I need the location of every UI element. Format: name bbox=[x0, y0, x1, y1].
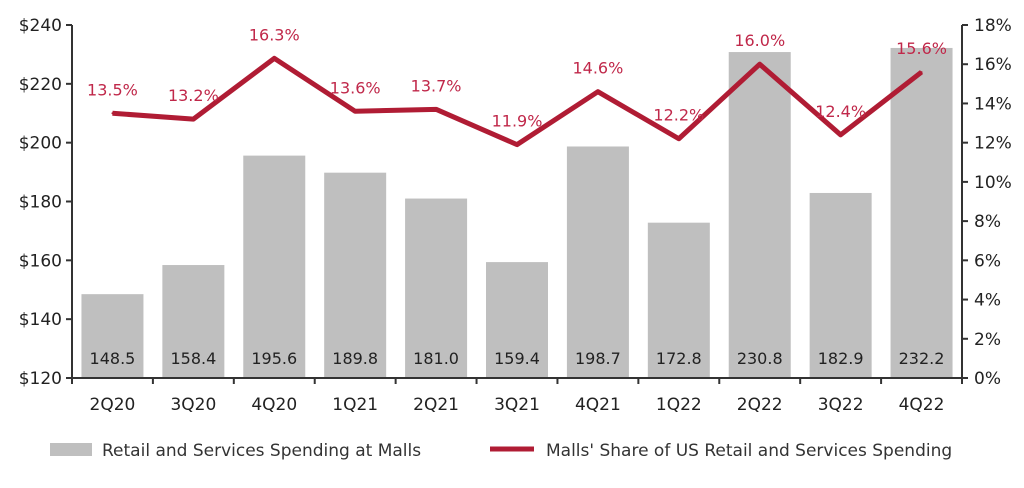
right-tick-label: 6% bbox=[974, 251, 1001, 271]
right-tick-label: 4% bbox=[974, 291, 1001, 311]
share-value-label: 16.3% bbox=[249, 25, 300, 44]
bar bbox=[890, 47, 953, 378]
x-tick-label: 2Q21 bbox=[413, 395, 459, 415]
right-tick-label: 0% bbox=[974, 369, 1001, 389]
x-tick-label: 2Q20 bbox=[90, 395, 136, 415]
bar-value-label: 230.8 bbox=[737, 349, 783, 368]
left-tick-label: $180 bbox=[19, 193, 62, 213]
bar bbox=[81, 294, 144, 378]
share-value-label: 11.9% bbox=[492, 112, 543, 131]
share-point bbox=[192, 118, 195, 121]
bar-value-label: 195.6 bbox=[251, 349, 297, 368]
bar-value-label: 172.8 bbox=[656, 349, 702, 368]
right-tick-label: 10% bbox=[974, 173, 1012, 193]
right-tick-label: 8% bbox=[974, 212, 1001, 232]
right-tick-label: 12% bbox=[974, 134, 1012, 154]
share-value-label: 15.6% bbox=[896, 39, 947, 58]
share-value-label: 16.0% bbox=[734, 31, 785, 50]
share-value-label: 12.4% bbox=[815, 102, 866, 121]
share-value-label: 13.7% bbox=[411, 76, 462, 95]
bar-value-label: 198.7 bbox=[575, 349, 621, 368]
legend-swatch-bars bbox=[50, 443, 92, 456]
bar bbox=[324, 172, 387, 378]
bar bbox=[728, 52, 791, 379]
bar bbox=[809, 192, 872, 378]
x-tick-label: 1Q22 bbox=[656, 395, 702, 415]
bar bbox=[162, 265, 225, 378]
bar bbox=[243, 155, 306, 378]
share-point bbox=[596, 90, 599, 93]
share-value-label: 13.2% bbox=[168, 86, 219, 105]
share-value-label: 14.6% bbox=[572, 59, 623, 78]
share-point bbox=[273, 57, 276, 60]
x-tick-label: 3Q20 bbox=[170, 395, 216, 415]
legend-label-line: Malls' Share of US Retail and Services S… bbox=[546, 441, 952, 461]
x-tick-label: 4Q21 bbox=[575, 395, 621, 415]
share-point bbox=[920, 71, 923, 74]
share-value-label: 13.5% bbox=[87, 80, 138, 99]
share-value-label: 12.2% bbox=[653, 106, 704, 125]
share-point bbox=[111, 112, 114, 115]
x-tick-label: 3Q22 bbox=[818, 395, 864, 415]
share-point bbox=[516, 143, 518, 146]
share-point bbox=[435, 108, 438, 111]
right-tick-label: 14% bbox=[974, 94, 1012, 114]
bar-value-label: 181.0 bbox=[413, 349, 459, 368]
share-point bbox=[354, 110, 357, 113]
right-tick-label: 16% bbox=[974, 55, 1012, 75]
x-tick-label: 4Q22 bbox=[899, 395, 945, 415]
right-tick-label: 2% bbox=[974, 330, 1001, 350]
left-tick-label: $200 bbox=[19, 134, 62, 154]
left-tick-label: $160 bbox=[19, 251, 62, 271]
x-tick-label: 2Q22 bbox=[737, 395, 783, 415]
bar-value-label: 182.9 bbox=[818, 349, 864, 368]
bar bbox=[486, 262, 548, 378]
left-tick-label: $140 bbox=[19, 310, 62, 330]
bar bbox=[405, 198, 468, 378]
share-line bbox=[112, 55, 924, 148]
x-tick-label: 4Q20 bbox=[251, 395, 297, 415]
bar-value-label: 148.5 bbox=[90, 349, 136, 368]
share-point bbox=[758, 63, 761, 66]
right-tick-label: 18% bbox=[974, 16, 1012, 36]
left-tick-label: $120 bbox=[19, 369, 62, 389]
share-point bbox=[677, 137, 680, 140]
share-value-label: 13.6% bbox=[330, 78, 381, 97]
bar-value-label: 189.8 bbox=[332, 349, 378, 368]
share-point bbox=[839, 133, 842, 136]
bar-value-label: 232.2 bbox=[899, 349, 945, 368]
left-tick-label: $240 bbox=[19, 16, 62, 36]
x-tick-label: 3Q21 bbox=[494, 395, 540, 415]
legend-label-bars: Retail and Services Spending at Malls bbox=[102, 441, 421, 461]
x-tick-label: 1Q21 bbox=[332, 395, 378, 415]
bar-value-label: 159.4 bbox=[494, 349, 540, 368]
bar-value-label: 158.4 bbox=[170, 349, 216, 368]
bar bbox=[647, 222, 710, 378]
left-tick-label: $220 bbox=[19, 75, 62, 95]
bar bbox=[566, 146, 629, 378]
